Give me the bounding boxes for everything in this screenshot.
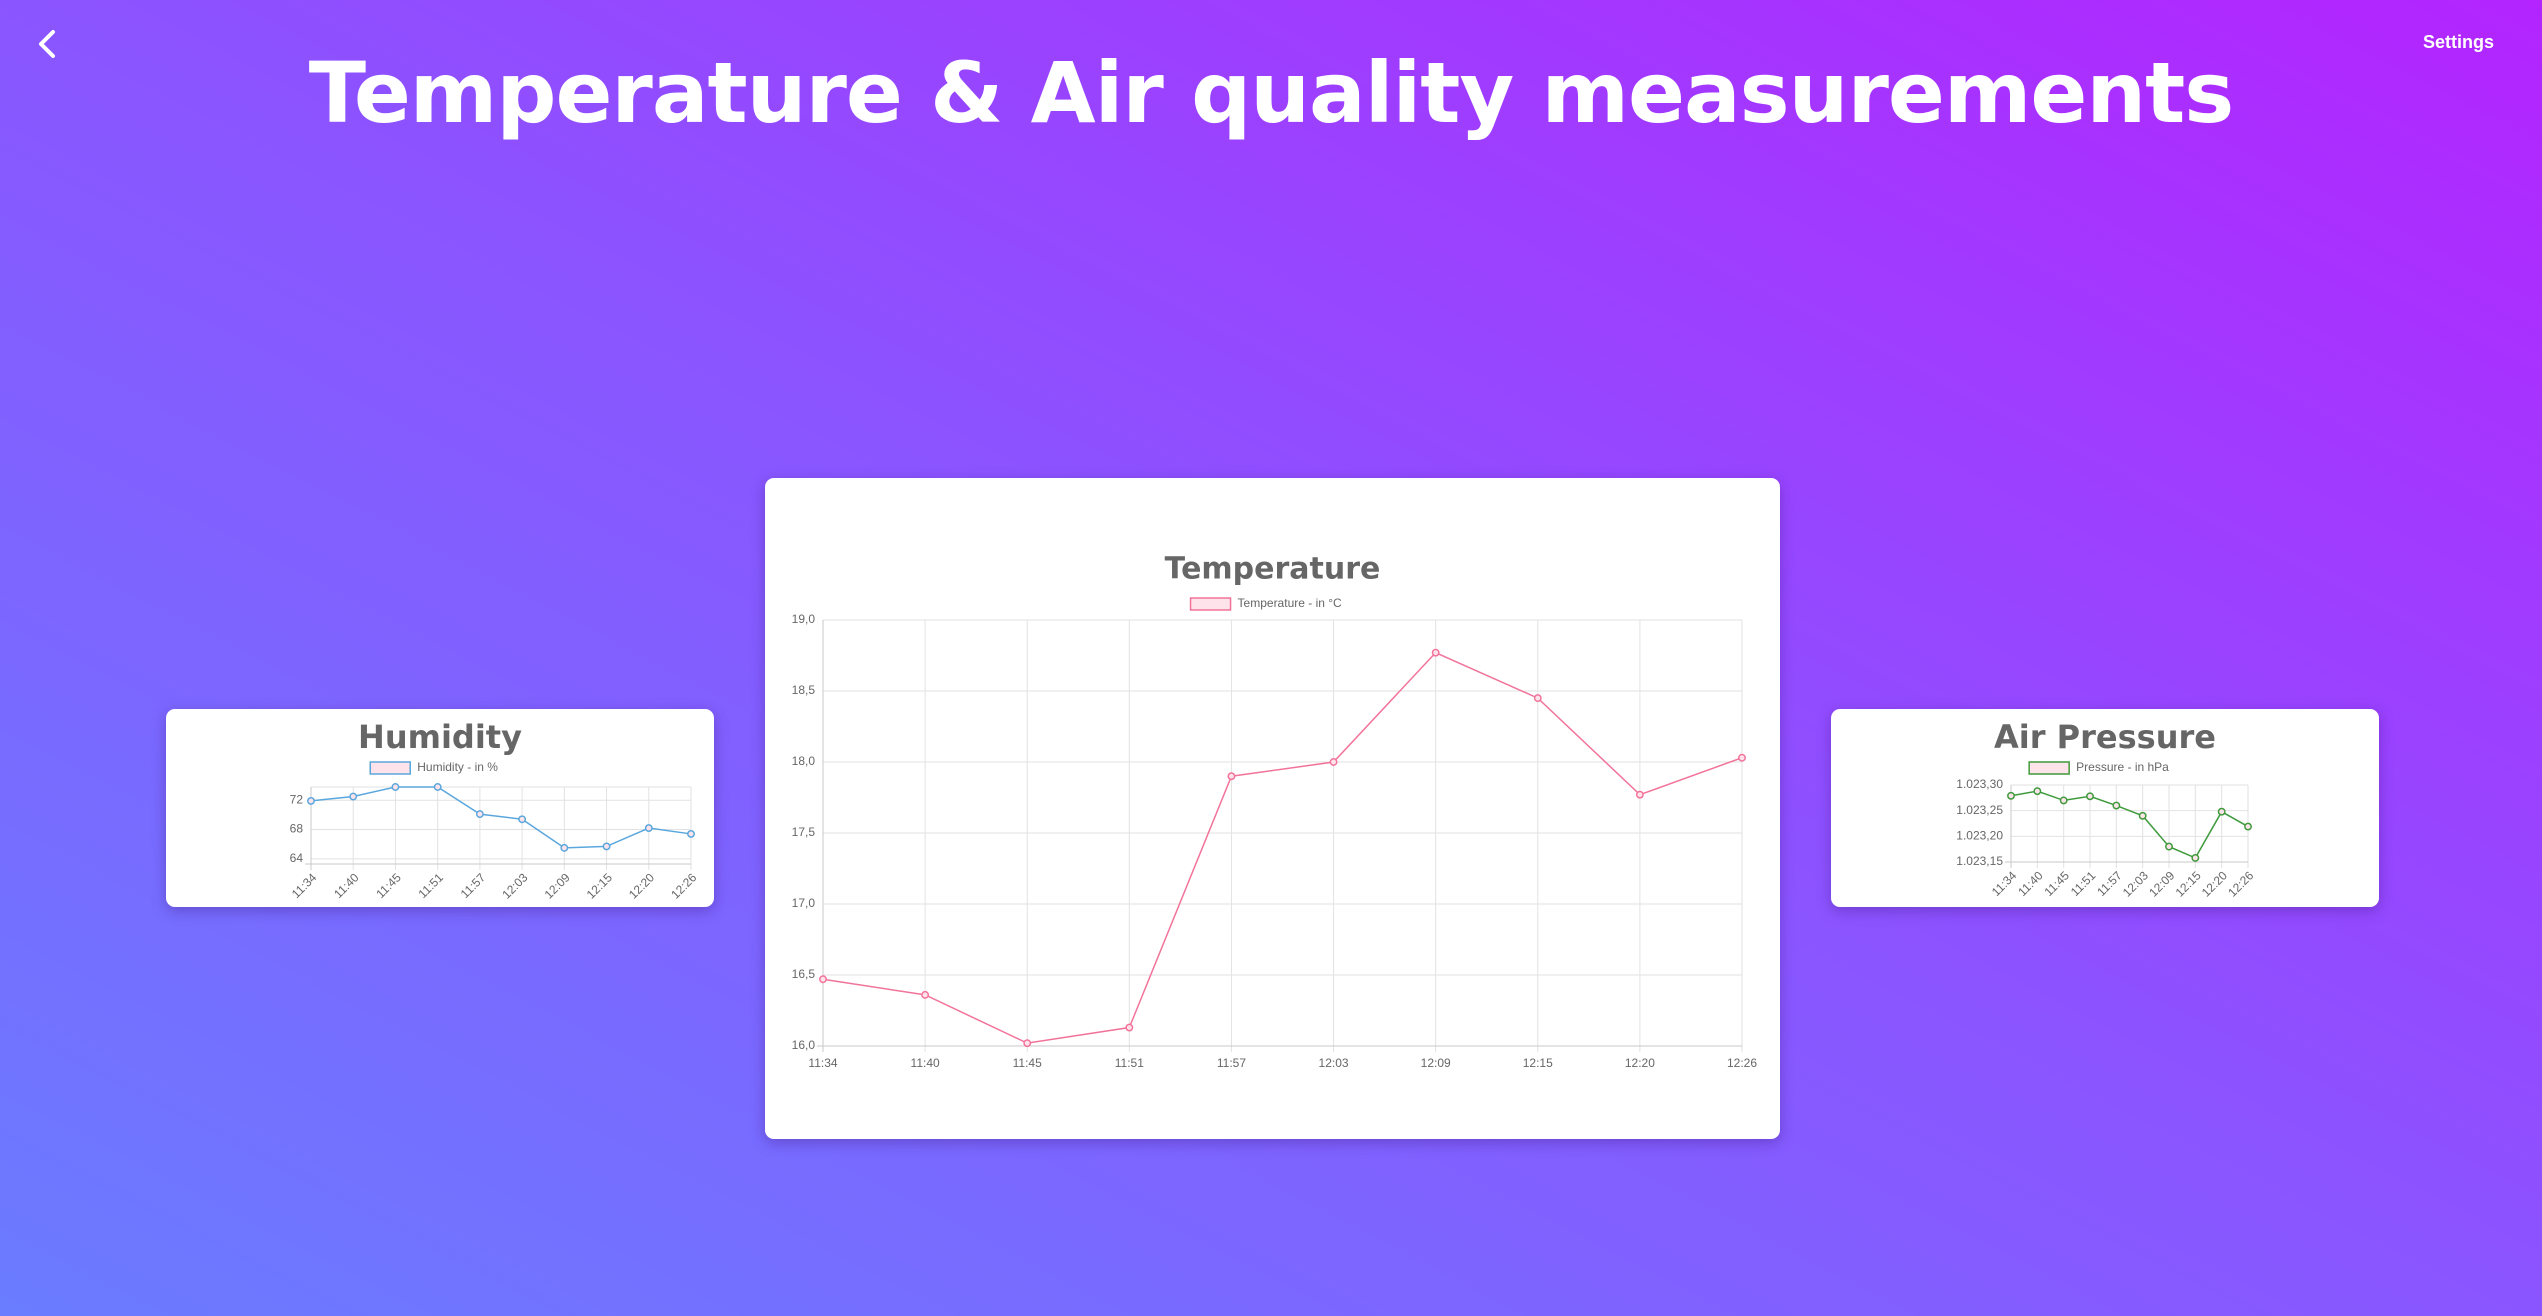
humidity-y-tick-label: 68 xyxy=(290,822,304,836)
temperature-chart: Temperature Temperature - in °C 16,0 16,5 17… xyxy=(792,552,1758,1071)
settings-link[interactable]: Settings xyxy=(2422,32,2494,52)
temperature-y-tick-label: 19,0 xyxy=(792,612,816,626)
temperature-y-tick-label: 18,0 xyxy=(792,754,816,768)
humidity-data-point xyxy=(307,796,315,805)
pressure-data-point xyxy=(2138,811,2147,820)
pressure-data-point xyxy=(2191,853,2200,862)
temperature-series-line xyxy=(822,651,1743,1044)
temperature-legend-label: Temperature - in °C xyxy=(1238,596,1343,610)
temperature-x-tick-label: 11:34 xyxy=(808,1056,837,1070)
humidity-x-tick-label: 12:15 xyxy=(584,870,615,901)
pressure-legend-swatch xyxy=(2028,761,2070,775)
humidity-data-point xyxy=(560,843,569,852)
back-button[interactable] xyxy=(28,24,68,64)
temperature-y-tick-label: 18,5 xyxy=(792,683,816,697)
temperature-data-point xyxy=(1227,772,1236,781)
page-title: Temperature & Air quality measurements xyxy=(308,44,2235,142)
temperature-y-tick-label: 17,5 xyxy=(792,825,816,839)
pressure-x-tick-label: 11:34 xyxy=(1989,868,2020,899)
humidity-x-tick-label: 11:51 xyxy=(416,870,447,901)
pressure-data-point xyxy=(2217,807,2226,816)
humidity-y-tick-label: 64 xyxy=(290,851,304,865)
pressure-x-tick-label: 11:45 xyxy=(2042,868,2073,899)
humidity-x-tick-label: 12:09 xyxy=(542,870,573,901)
pressure-x-tick-label: 11:40 xyxy=(2015,868,2046,899)
temperature-y-tick-label: 16,5 xyxy=(792,967,816,981)
pressure-chart-title: Air Pressure xyxy=(1994,718,2216,756)
humidity-x-tick-label: 12:03 xyxy=(499,870,530,901)
pressure-legend-label: Pressure - in hPa xyxy=(2076,760,2169,774)
pressure-y-tick-label: 1.023,30 xyxy=(1956,777,2003,791)
humidity-data-point xyxy=(433,783,442,791)
temperature-x-tick-label: 11:40 xyxy=(911,1056,940,1070)
pressure-data-point xyxy=(2007,791,2015,800)
temperature-x-tick-label: 12:15 xyxy=(1523,1056,1553,1070)
humidity-x-tick-label: 11:57 xyxy=(458,870,489,901)
temperature-x-tick-label: 12:09 xyxy=(1421,1056,1451,1070)
pressure-x-tick-label: 12:09 xyxy=(2146,868,2177,899)
temperature-data-point xyxy=(1023,1039,1032,1048)
pressure-y-tick-label: 1.023,20 xyxy=(1956,829,2003,843)
humidity-legend-swatch xyxy=(369,761,411,775)
pressure-x-tick-label: 11:51 xyxy=(2068,868,2099,899)
temperature-chart-card: Temperature Temperature - in °C 16,0 16,5 17… xyxy=(765,478,1780,1139)
pressure-chart: Air Pressure Pressure - in hPa 1.023,15 1.0… xyxy=(1956,718,2256,900)
pressure-x-tick-label: 12:15 xyxy=(2173,868,2204,899)
humidity-data-point xyxy=(475,810,484,819)
humidity-series-line xyxy=(310,786,692,849)
temperature-data-point xyxy=(1125,1023,1134,1032)
humidity-x-tick-label: 11:40 xyxy=(331,870,362,901)
temperature-legend-swatch xyxy=(1189,597,1232,611)
temperature-data-point xyxy=(1431,648,1440,657)
pressure-data-point xyxy=(2086,792,2094,801)
temperature-y-tick-label: 17,0 xyxy=(792,896,816,910)
humidity-legend-label: Humidity - in % xyxy=(417,760,498,774)
pressure-data-point xyxy=(2244,822,2252,831)
temperature-chart-title: Temperature xyxy=(1165,552,1381,587)
temperature-y-tick-label: 16,0 xyxy=(792,1038,816,1052)
humidity-chart-title: Humidity xyxy=(358,718,522,756)
humidity-data-point xyxy=(391,783,400,791)
temperature-x-tick-label: 12:20 xyxy=(1625,1056,1655,1070)
pressure-data-point xyxy=(2059,796,2068,805)
humidity-chart: Humidity Humidity - in % 64 68 72 11:34 11:40 1… xyxy=(289,718,700,902)
pressure-x-tick-label: 12:20 xyxy=(2199,868,2230,899)
humidity-data-point xyxy=(518,815,527,824)
pressure-y-tick-label: 1.023,25 xyxy=(1956,803,2003,817)
chevron-left-icon xyxy=(39,30,55,58)
temperature-data-point xyxy=(1533,694,1542,703)
temperature-data-point xyxy=(921,990,930,999)
pressure-data-point xyxy=(2165,842,2173,851)
pressure-x-tick-label: 11:57 xyxy=(2094,868,2125,899)
temperature-x-tick-label: 12:26 xyxy=(1727,1056,1757,1070)
temperature-x-tick-label: 11:57 xyxy=(1217,1056,1246,1070)
humidity-data-point xyxy=(644,824,653,833)
humidity-chart-card: Humidity Humidity - in % 64 68 72 11:34 11:40 1… xyxy=(166,709,714,907)
pressure-chart-card: Air Pressure Pressure - in hPa 1.023,15 1.0… xyxy=(1831,709,2379,907)
humidity-y-tick-label: 72 xyxy=(290,792,304,806)
pressure-data-point xyxy=(2033,787,2042,796)
temperature-data-point xyxy=(1738,753,1746,762)
pressure-y-tick-label: 1.023,15 xyxy=(1956,854,2003,868)
pressure-series-line xyxy=(2010,790,2249,859)
temperature-data-point xyxy=(1635,790,1644,799)
temperature-x-tick-label: 11:45 xyxy=(1013,1056,1042,1070)
temperature-data-point xyxy=(819,975,827,984)
humidity-x-tick-label: 11:34 xyxy=(289,870,320,901)
temperature-x-tick-label: 12:03 xyxy=(1319,1056,1349,1070)
humidity-x-tick-label: 12:26 xyxy=(668,870,699,901)
humidity-data-point xyxy=(602,842,611,851)
pressure-x-tick-label: 12:26 xyxy=(2225,868,2256,899)
humidity-data-point xyxy=(349,792,358,801)
temperature-x-tick-label: 11:51 xyxy=(1115,1056,1144,1070)
pressure-data-point xyxy=(2112,801,2121,810)
humidity-data-point xyxy=(687,829,695,838)
humidity-x-tick-label: 12:20 xyxy=(626,870,657,901)
humidity-x-tick-label: 11:45 xyxy=(373,870,404,901)
temperature-data-point xyxy=(1329,758,1338,766)
pressure-x-tick-label: 12:03 xyxy=(2120,868,2151,899)
